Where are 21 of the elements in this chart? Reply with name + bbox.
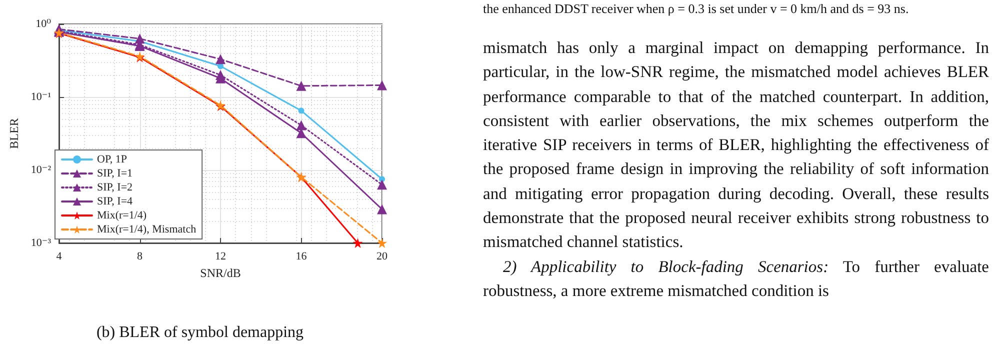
x-tick-label: 8 bbox=[137, 250, 144, 262]
y-tick-label: 10⁻³ bbox=[30, 237, 52, 249]
x-axis-title: SNR/dB bbox=[200, 266, 241, 280]
legend-label: SIP, I=1 bbox=[97, 168, 133, 180]
legend-label: OP, 1P bbox=[97, 154, 127, 166]
text: (b) BLER of symbol demapping bbox=[95, 324, 305, 342]
x-tick-label: 20 bbox=[376, 250, 388, 262]
text: 2) Applicability to Block-fading Scenarios: bbox=[503, 256, 829, 276]
x-tick-label: 12 bbox=[215, 250, 226, 262]
text: the enhanced DDST receiver when ρ = 0.3 is set under v = 0 km/h and ds = 93 ns. bbox=[483, 0, 910, 18]
y-tick-label: 10⁻² bbox=[30, 164, 52, 176]
text: mismatch has only a marginal impact on demapping performance. In particular, in the low-SNR regime, the mismatched model achieves BLER performance comparable to that of the matched counterpart. In addition, consistent with earlier observations, the mix schemes outperform the iterative SIP receivers in terms of BLER, highlighting the effectiveness of the proposed frame design in improving the reliability of soft information and mitigating error propagation during decoding. Overall, these results demonstrate that the proposed neural receiver exhibits strong robustness to mismatched channel statistics. bbox=[483, 38, 989, 252]
y-tick-label: 10⁰ bbox=[36, 18, 52, 30]
x-tick-label: 16 bbox=[296, 250, 308, 262]
legend-label: SIP, I=4 bbox=[97, 196, 134, 208]
y-axis-title: BLER bbox=[7, 118, 21, 149]
legend-label: Mix(r=1/4) bbox=[97, 210, 147, 222]
x-tick-label: 4 bbox=[56, 250, 62, 262]
y-tick-label: 10⁻¹ bbox=[30, 91, 52, 103]
legend-label: Mix(r=1/4), Mismatch bbox=[97, 224, 197, 236]
legend-label: SIP, I=2 bbox=[97, 182, 133, 194]
